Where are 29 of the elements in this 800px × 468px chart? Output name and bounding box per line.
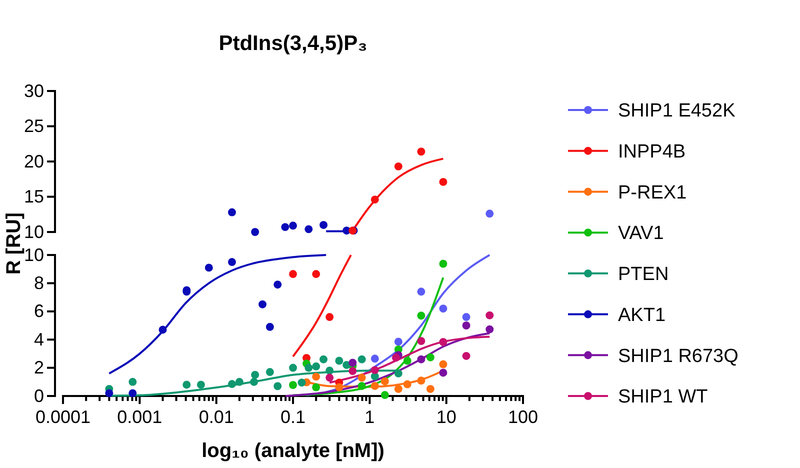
legend-label: PTEN xyxy=(618,264,669,286)
legend-label: AKT1 xyxy=(618,304,666,326)
legend-label: P-REX1 xyxy=(618,182,687,204)
legend-label: SHIP1 WT xyxy=(618,386,708,408)
x-tick-label: 1 xyxy=(364,406,375,427)
x-tick-label: 10 xyxy=(436,406,456,427)
chart-title: PtdIns(3,4,5)P₃ xyxy=(218,32,368,55)
y-tick-label: 10 xyxy=(24,222,44,242)
y-axis-title: R [RU] xyxy=(3,212,25,275)
legend-label: SHIP1 R673Q xyxy=(618,346,738,367)
y-tick-label: 30 xyxy=(24,80,44,101)
y-tick-label: 20 xyxy=(24,151,44,172)
x-tick-label: 0.1 xyxy=(280,406,306,427)
legend-label: INPP4B xyxy=(618,142,686,163)
y-tick-label: 2 xyxy=(34,358,44,378)
legend-label: VAV1 xyxy=(618,223,664,244)
x-tick-label: 0.01 xyxy=(198,406,234,427)
y-tick-label: 10 xyxy=(24,244,44,265)
x-tick-label: 0.0001 xyxy=(35,406,91,427)
x-axis-title: log₁₀ (analyte [nM]) xyxy=(202,440,384,462)
y-tick-label: 8 xyxy=(34,272,44,293)
legend-label: SHIP1 E452K xyxy=(618,100,736,122)
y-tick-label: 15 xyxy=(24,186,44,207)
y-tick-label: 4 xyxy=(34,329,44,350)
y-tick-label: 25 xyxy=(24,116,44,136)
x-tick-label: 100 xyxy=(508,406,538,427)
y-tick-label: 6 xyxy=(34,301,44,322)
x-tick-label: 0.001 xyxy=(117,406,162,427)
y-tick-label: 0 xyxy=(34,386,44,406)
